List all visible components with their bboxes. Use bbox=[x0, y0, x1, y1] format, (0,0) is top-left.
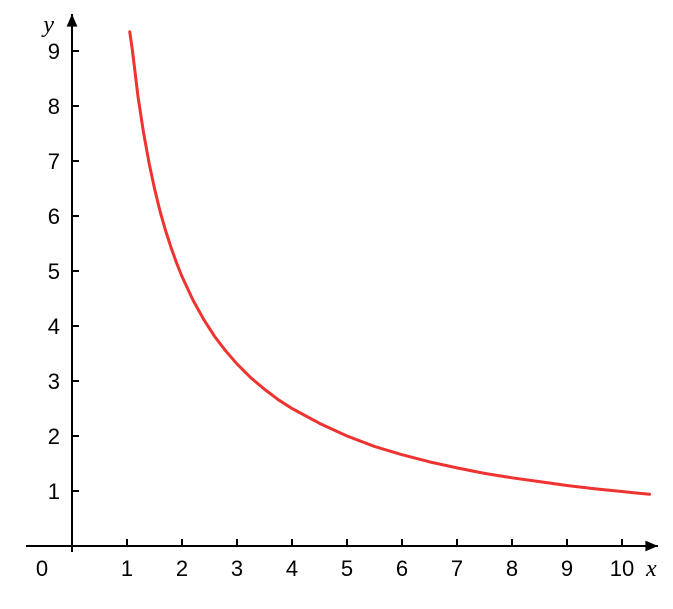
y-tick-label: 1 bbox=[48, 479, 60, 504]
x-axis-label: x bbox=[645, 556, 657, 582]
chart-bg bbox=[0, 0, 673, 609]
curve-chart: 0 1 2 3 4 5 6 7 8 9 10 1 2 3 4 5 6 7 8 9 x y bbox=[0, 0, 673, 609]
y-tick-label: 4 bbox=[48, 314, 60, 339]
x-tick-label: 4 bbox=[286, 556, 298, 581]
x-tick-label: 8 bbox=[506, 556, 518, 581]
x-tick-label: 6 bbox=[396, 556, 408, 581]
x-tick-label: 5 bbox=[341, 556, 353, 581]
y-tick-label: 2 bbox=[48, 424, 60, 449]
x-tick-label: 7 bbox=[451, 556, 463, 581]
x-tick-label: 10 bbox=[610, 556, 634, 581]
x-tick-label: 9 bbox=[561, 556, 573, 581]
y-tick-label: 7 bbox=[48, 149, 60, 174]
y-tick-label: 5 bbox=[48, 259, 60, 284]
y-tick-label: 8 bbox=[48, 94, 60, 119]
chart-container: 0 1 2 3 4 5 6 7 8 9 10 1 2 3 4 5 6 7 8 9 x y bbox=[0, 0, 673, 609]
x-tick-label: 3 bbox=[231, 556, 243, 581]
y-axis-label: y bbox=[41, 12, 54, 38]
y-tick-label: 3 bbox=[48, 369, 60, 394]
y-tick-label: 6 bbox=[48, 204, 60, 229]
y-tick-label: 9 bbox=[48, 39, 60, 64]
x-tick-label: 2 bbox=[176, 556, 188, 581]
x-tick-label: 1 bbox=[121, 556, 133, 581]
x-tick-label: 0 bbox=[36, 556, 48, 581]
